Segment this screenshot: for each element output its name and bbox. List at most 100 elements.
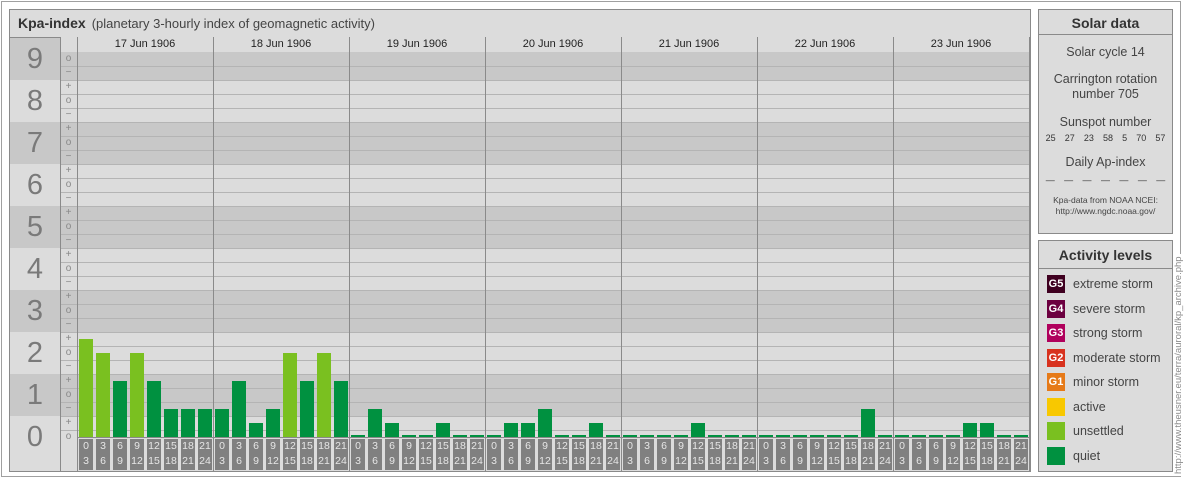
gridline	[60, 346, 1030, 347]
kp-bar	[980, 423, 994, 437]
gridline	[60, 150, 1030, 151]
interval-hour: 12	[675, 455, 687, 467]
legend-swatch-icon	[1047, 446, 1065, 465]
sub-tick-label: −	[65, 403, 72, 414]
interval-hour: 18	[318, 440, 330, 452]
kp-bar	[674, 435, 688, 437]
sub-tick-label: −	[65, 277, 72, 288]
interval-hour: 21	[471, 440, 483, 452]
kp-bar	[946, 435, 960, 437]
time-interval-label: 21 24	[742, 439, 756, 470]
time-interval-label: 12 15	[691, 439, 705, 470]
gridline	[60, 374, 1030, 375]
interval-hour: 15	[301, 440, 313, 452]
interval-hour: 21	[726, 455, 738, 467]
date-label: 18 Jun 1906	[250, 38, 312, 50]
date-label: 22 Jun 1906	[794, 38, 856, 50]
sunspot-label: Sunspot number	[1059, 115, 1152, 129]
sub-tick-label: +	[65, 81, 72, 92]
interval-hour: 6	[372, 455, 378, 467]
interval-hour: 6	[780, 455, 786, 467]
interval-hour: 21	[998, 455, 1010, 467]
day-divider	[213, 37, 214, 471]
time-interval-label: 21 24	[470, 439, 484, 470]
legend-item: quiet	[1047, 446, 1100, 465]
sub-tick-label: −	[65, 67, 72, 78]
time-interval-label: 15 18	[980, 439, 994, 470]
legend-swatch-icon: G3	[1047, 324, 1065, 342]
legend-label: extreme storm	[1073, 277, 1153, 291]
kp-bar	[878, 435, 892, 437]
y-tick-label: 9	[26, 43, 44, 75]
interval-hour: 12	[539, 455, 551, 467]
time-interval-label: 18 21	[317, 439, 331, 470]
interval-hour: 12	[947, 455, 959, 467]
interval-hour: 15	[573, 440, 585, 452]
interval-hour: 6	[933, 440, 939, 452]
date-label: 17 Jun 1906	[114, 38, 176, 50]
kp-bar	[810, 435, 824, 437]
kp-bar	[181, 409, 195, 437]
legend-label: minor storm	[1073, 375, 1139, 389]
sunspot-value: 25	[1045, 133, 1056, 143]
interval-hour: 12	[403, 455, 415, 467]
y-tick-label: 5	[26, 211, 44, 243]
ap-value: —	[1064, 175, 1074, 185]
interval-hour: 18	[709, 455, 721, 467]
interval-hour: 21	[454, 455, 466, 467]
interval-hour: 24	[879, 455, 891, 467]
interval-hour: 18	[981, 455, 993, 467]
time-interval-label: 9 12	[130, 439, 144, 470]
interval-hour: 0	[627, 440, 633, 452]
time-interval-label: 12 15	[963, 439, 977, 470]
interval-hour: 15	[964, 455, 976, 467]
day-divider	[621, 37, 622, 471]
interval-hour: 15	[148, 455, 160, 467]
interval-hour: 0	[491, 440, 497, 452]
sub-tick-label: −	[65, 151, 72, 162]
kp-band-2	[10, 332, 1030, 374]
time-interval-label: 18 21	[861, 439, 875, 470]
y-tick-label: 3	[26, 295, 44, 327]
legend-swatch-icon	[1047, 422, 1065, 440]
gridline	[60, 332, 1030, 333]
sub-tick-label: +	[65, 417, 72, 428]
interval-hour: 3	[491, 455, 497, 467]
kp-bar	[538, 409, 552, 437]
gridline	[60, 388, 1030, 389]
chart-title: Kpa-index (planetary 3-hourly index of ge…	[18, 15, 375, 31]
time-interval-label: 21 24	[1014, 439, 1028, 470]
kp-bar	[691, 423, 705, 437]
sub-tick-label: −	[65, 319, 72, 330]
legend-label: unsettled	[1073, 424, 1124, 438]
y-tick-label: 7	[26, 127, 44, 159]
legend-item: unsettled	[1047, 422, 1124, 440]
kp-bar	[844, 435, 858, 437]
interval-hour: 6	[389, 440, 395, 452]
plot-area: 0 1 2 3 4 5 6 7 8 9 o + − o + − o + − o + − o + − o + − o + − o + − o + − o 17…	[10, 37, 1030, 471]
interval-hour: 12	[148, 440, 160, 452]
date-label: 20 Jun 1906	[522, 38, 584, 50]
kp-bar	[317, 353, 331, 437]
time-interval-label: 12 15	[419, 439, 433, 470]
interval-hour: 18	[165, 455, 177, 467]
legend-item: active	[1047, 397, 1106, 416]
kp-chart-panel: Kpa-index (planetary 3-hourly index of ge…	[9, 9, 1031, 472]
sunspot-value: 70	[1136, 133, 1147, 143]
interval-hour: 18	[573, 455, 585, 467]
data-source: Kpa-data from NOAA NCEI: http://www.ngdc…	[1053, 195, 1158, 216]
gridline	[60, 290, 1030, 291]
date-label: 23 Jun 1906	[930, 38, 992, 50]
kp-bar	[793, 435, 807, 437]
interval-hour: 18	[437, 455, 449, 467]
kp-bar	[912, 435, 926, 437]
time-interval-label: 15 18	[300, 439, 314, 470]
kp-bar	[776, 435, 790, 437]
legend-label: active	[1073, 399, 1106, 414]
interval-hour: 9	[678, 440, 684, 452]
